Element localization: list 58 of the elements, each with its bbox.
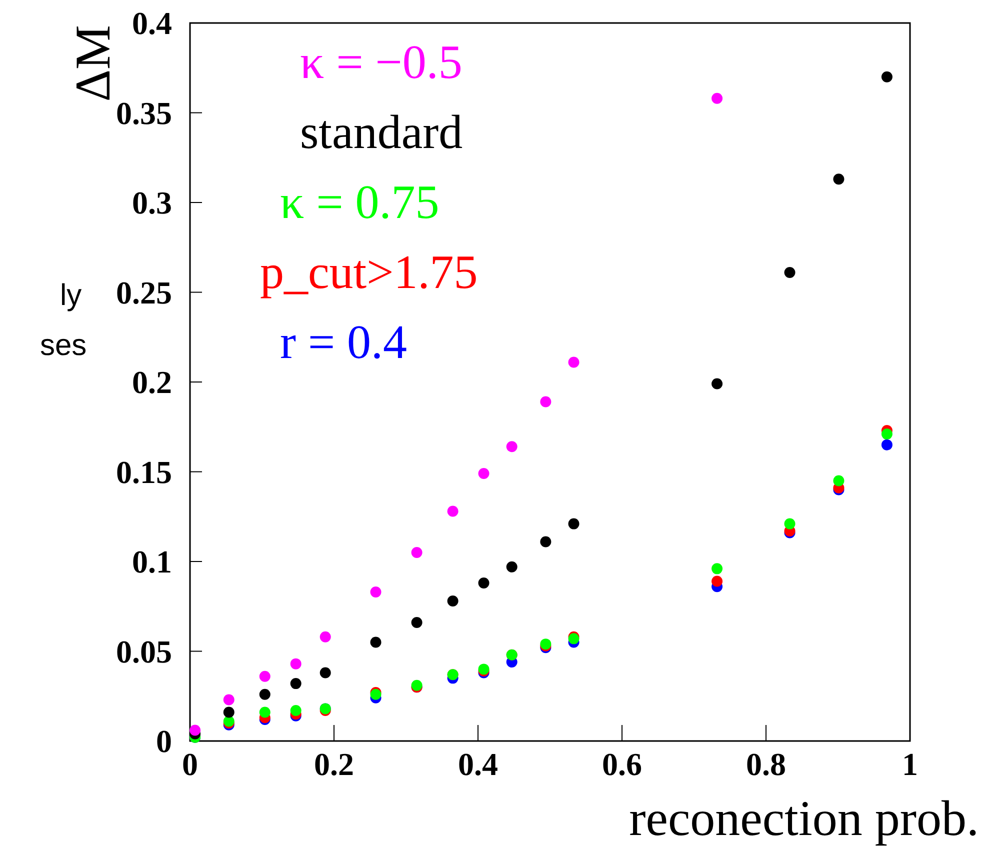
point [833,475,844,486]
point [320,667,331,678]
x-axis-title: reconection prob. [629,790,979,846]
point [290,658,302,670]
x-tick-label: 0 [182,746,198,782]
text: ly [60,279,82,312]
point [259,670,270,682]
point [784,518,796,530]
point [447,595,458,606]
point [411,547,422,558]
point [478,468,490,480]
point [540,536,552,548]
point [712,378,723,390]
x-tick-label: 0.6 [602,746,642,782]
text: κ = 0.75 [280,176,440,229]
point [568,356,580,368]
point [833,174,844,185]
point [478,578,490,589]
point [320,631,331,642]
text: ses [40,329,87,362]
point [259,706,270,718]
point [568,518,580,530]
point [447,506,458,517]
point [712,563,723,574]
point [223,706,234,718]
y-tick-label: 0.1 [132,544,172,580]
point [881,428,892,440]
point [370,586,382,598]
point [712,576,723,587]
point [881,71,892,82]
point [370,636,382,648]
point [259,688,270,700]
y-tick-label: 0 [156,723,172,760]
y-tick-label: 0.25 [116,274,172,310]
text: r = 0.4 [280,316,408,369]
y-tick-label: 0.05 [116,633,172,670]
x-tick-label: 0.2 [314,746,354,782]
y-tick-label: 0.2 [132,364,172,400]
text: standard [300,106,463,159]
point [506,441,518,452]
text: κ = −0.5 [300,36,462,89]
y-tick-label: 0.3 [132,184,172,221]
point [290,704,302,716]
point [411,617,422,628]
point [881,439,892,450]
x-tick-label: 0.4 [458,746,498,782]
point [223,694,234,706]
point [540,396,552,408]
text: p_cut>1.75 [260,246,478,299]
point [506,561,518,572]
point [190,724,201,736]
x-tick-label: 1 [902,746,918,782]
point [290,678,302,690]
point [784,267,796,278]
y-tick-label: 0.4 [132,5,172,42]
point [712,92,723,104]
y-tick-label: 0.15 [116,454,172,490]
x-tick-label: 0.8 [746,746,786,782]
